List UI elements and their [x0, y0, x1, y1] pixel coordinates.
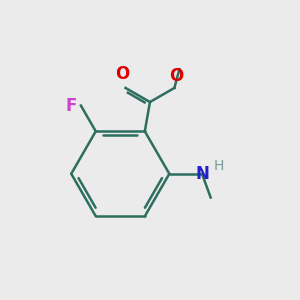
Text: O: O — [169, 67, 183, 85]
Text: F: F — [65, 97, 76, 115]
Text: N: N — [195, 165, 209, 183]
Text: O: O — [116, 65, 130, 83]
Text: H: H — [214, 159, 224, 173]
